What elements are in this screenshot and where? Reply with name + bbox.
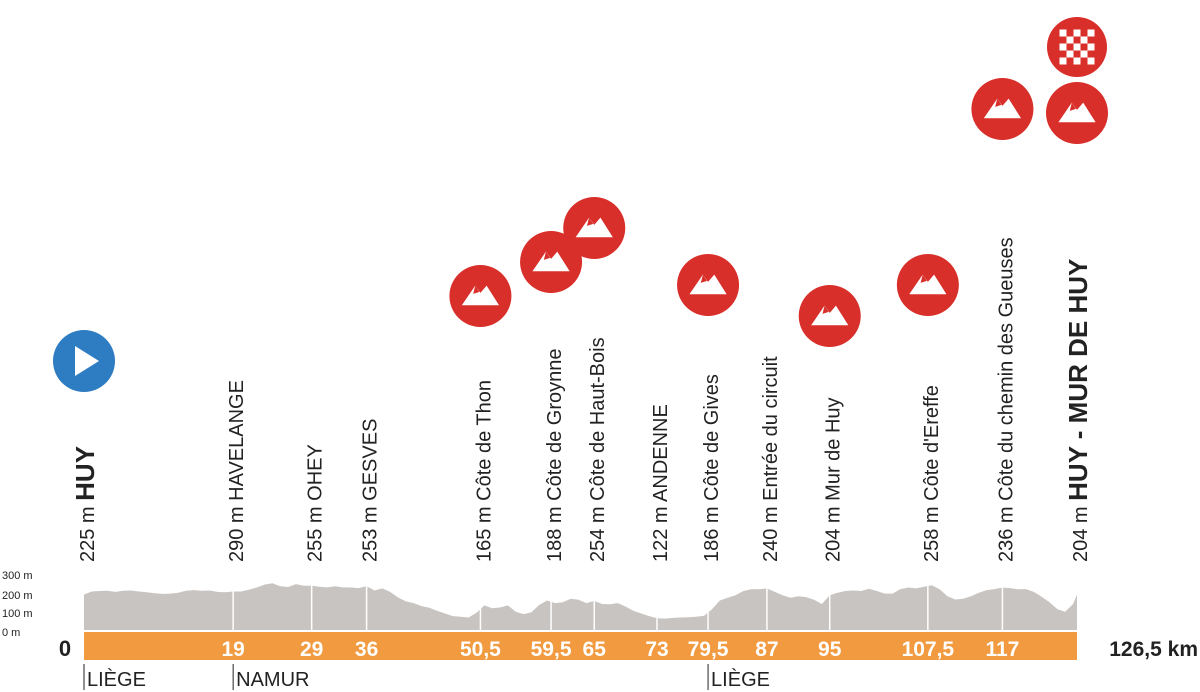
km-marker-label: 50,5 (460, 638, 501, 661)
location-altitude: 236 m (995, 501, 1017, 562)
altitude-tick-label: 300 m (2, 570, 33, 582)
climb-icon (563, 197, 626, 259)
climb-icon (971, 78, 1034, 140)
svg-text:186 m Côte de Gives: 186 m Côte de Gives (701, 374, 723, 562)
km-marker-label: 59,5 (531, 638, 572, 661)
svg-text:240 m Entrée du circuit: 240 m Entrée du circuit (760, 356, 782, 562)
location-label: 225 m HUY (70, 446, 100, 562)
location-label: 255 m OHEY (305, 444, 327, 562)
altitude-tick-label: 0 m (2, 627, 20, 639)
climb-icon (1046, 82, 1108, 144)
location-label: 165 m Côte de Thon (473, 380, 495, 562)
svg-text:188 m Côte de Groynne: 188 m Côte de Groynne (544, 349, 566, 562)
location-name: ANDENNE (650, 404, 672, 502)
province-label: NAMUR (236, 669, 309, 691)
km-marker-label: 79,5 (688, 638, 729, 661)
start-icon (53, 330, 115, 392)
svg-text:254 m Côte de Haut-Bois: 254 m Côte de Haut-Bois (587, 337, 609, 562)
location-label: 122 m ANDENNE (650, 404, 672, 562)
svg-text:255 m OHEY: 255 m OHEY (305, 444, 327, 562)
location-altitude: 204 m (823, 501, 845, 562)
location-altitude: 290 m (226, 501, 248, 562)
location-altitude: 186 m (701, 501, 723, 562)
location-name: Mur de Huy (823, 397, 845, 500)
svg-text:236 m Côte du chemin des Gueu: 236 m Côte du chemin des Gueuses (995, 237, 1017, 562)
climb-icon (677, 254, 740, 316)
svg-text:258 m Côte d'Ereffe: 258 m Côte d'Ereffe (921, 385, 943, 562)
location-altitude: 255 m (305, 501, 327, 562)
origin-km-label: 0 (59, 636, 71, 661)
province-label: LIÈGE (711, 668, 770, 691)
finish-flag-icon (1047, 17, 1107, 77)
location-label: 204 m Mur de Huy (823, 397, 845, 562)
location-altitude: 188 m (544, 501, 566, 562)
km-marker-label: 107,5 (902, 638, 955, 661)
location-altitude: 254 m (587, 501, 609, 562)
km-marker-label: 117 (985, 638, 1019, 661)
location-label: 240 m Entrée du circuit (760, 356, 782, 562)
location-name: Côte d'Ereffe (921, 385, 943, 501)
svg-text:225 m HUY: 225 m HUY (70, 446, 100, 562)
elevation-profile-area (84, 583, 1077, 630)
location-label: 254 m Côte de Haut-Bois (587, 337, 609, 562)
location-label: 290 m HAVELANGE (226, 380, 248, 562)
svg-text:165 m Côte de Thon: 165 m Côte de Thon (473, 380, 495, 562)
location-altitude: 165 m (473, 501, 495, 562)
altitude-tick-label: 100 m (2, 608, 33, 620)
location-label: 236 m Côte du chemin des Gueuses (995, 237, 1017, 562)
total-distance-label: 126,5 km (1109, 638, 1198, 661)
svg-text:204 m HUY - MUR DE HUY: 204 m HUY - MUR DE HUY (1063, 259, 1093, 562)
km-marker-label: 19 (221, 638, 244, 661)
distance-bar (84, 632, 1077, 660)
location-name: HUY - MUR DE HUY (1063, 259, 1093, 501)
svg-text:290 m HAVELANGE: 290 m HAVELANGE (226, 380, 248, 562)
location-name: GESVES (360, 419, 382, 501)
location-altitude: 122 m (650, 502, 672, 562)
location-altitude: 258 m (921, 501, 943, 562)
location-label: 204 m HUY - MUR DE HUY (1063, 259, 1093, 562)
climb-icon (896, 254, 959, 316)
climb-icon (520, 231, 583, 293)
location-altitude: 204 m (1070, 501, 1092, 562)
svg-text:253 m GESVES: 253 m GESVES (360, 419, 382, 562)
km-marker-label: 87 (755, 638, 778, 661)
location-label: 188 m Côte de Groynne (544, 349, 566, 562)
location-name: HAVELANGE (226, 380, 248, 501)
location-name: Entrée du circuit (760, 356, 782, 501)
location-name: Côte de Thon (473, 380, 495, 501)
km-marker-label: 65 (583, 638, 607, 661)
climb-icon (449, 265, 512, 327)
svg-text:204 m Mur de Huy: 204 m Mur de Huy (823, 397, 845, 562)
location-altitude: 240 m (760, 501, 782, 562)
location-name: Côte du chemin des Gueuses (995, 237, 1017, 501)
svg-text:122 m ANDENNE: 122 m ANDENNE (650, 404, 672, 562)
location-label: 186 m Côte de Gives (701, 374, 723, 562)
location-name: OHEY (305, 444, 327, 501)
location-label: 258 m Côte d'Ereffe (921, 385, 943, 562)
km-marker-label: 29 (300, 638, 323, 661)
location-name: Côte de Haut-Bois (587, 337, 609, 500)
km-marker-label: 36 (355, 638, 378, 661)
km-marker-label: 73 (645, 638, 668, 661)
climb-icon (798, 285, 861, 347)
location-name: Côte de Gives (701, 374, 723, 501)
location-label: 253 m GESVES (360, 419, 382, 562)
location-name: HUY (70, 446, 100, 501)
location-altitude: 225 m (77, 501, 99, 562)
location-altitude: 253 m (360, 501, 382, 562)
altitude-tick-label: 200 m (2, 590, 33, 602)
km-marker-label: 95 (818, 638, 842, 661)
province-label: LIÈGE (87, 668, 146, 691)
location-name: Côte de Groynne (544, 349, 566, 501)
